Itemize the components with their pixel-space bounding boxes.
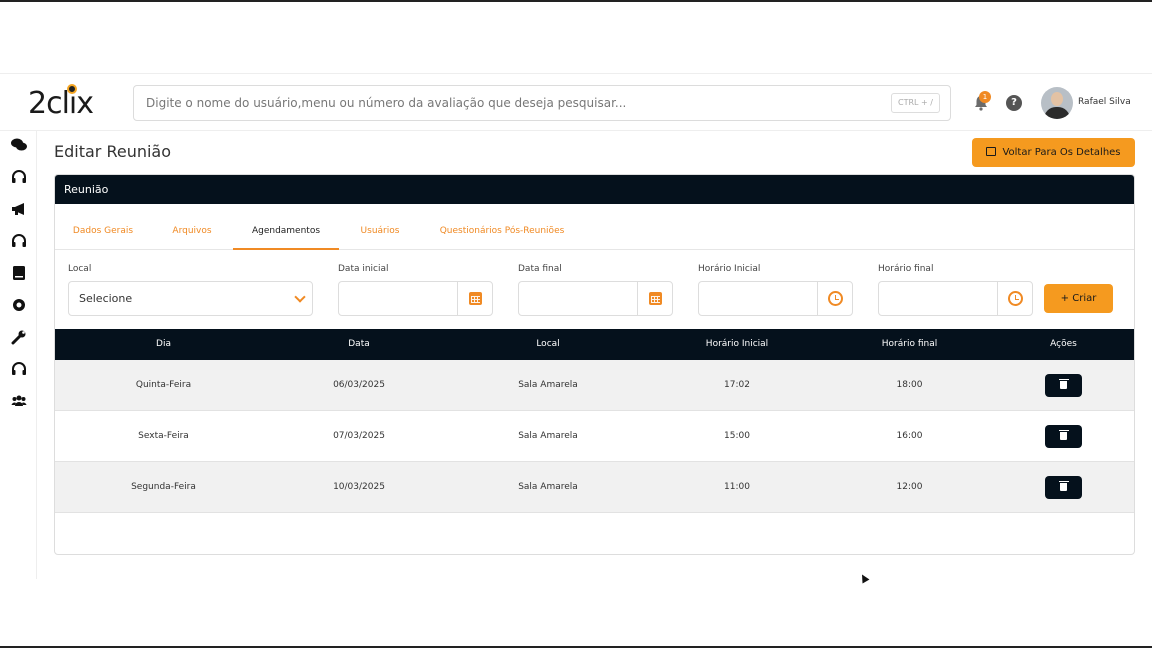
- calendar-icon: [469, 292, 482, 305]
- column-header-local: Local: [536, 339, 560, 349]
- horario-final-input[interactable]: [878, 281, 998, 316]
- horario-inicial-field: [698, 281, 853, 316]
- cell-dia: Sexta-Feira: [138, 431, 189, 441]
- headset-icon[interactable]: [11, 169, 27, 185]
- table-row: Segunda-Feira 10/03/2025 Sala Amarela 11…: [55, 462, 1134, 513]
- data-inicial-input[interactable]: [338, 281, 458, 316]
- back-to-details-label: Voltar Para Os Detalhes: [1002, 147, 1121, 158]
- cell-data: 07/03/2025: [333, 431, 385, 441]
- avatar[interactable]: [1041, 87, 1073, 119]
- column-header-acoes: Ações: [1050, 339, 1077, 349]
- cell-horario-final: 12:00: [896, 482, 923, 492]
- delete-button[interactable]: [1045, 476, 1082, 499]
- horario-inicial-picker[interactable]: [817, 281, 853, 316]
- delete-button[interactable]: [1045, 374, 1082, 397]
- help-icon[interactable]: ?: [1006, 95, 1022, 111]
- megaphone-icon[interactable]: [11, 201, 27, 217]
- tab-dados-gerais[interactable]: Dados Gerais: [72, 226, 134, 236]
- tab-usuarios[interactable]: Usuários: [360, 226, 400, 236]
- column-header-horario-inicial: Horário Inicial: [705, 339, 769, 349]
- frame-bottom-border: [0, 646, 1152, 648]
- logo[interactable]: 2clix: [28, 84, 94, 121]
- cell-horario-inicial: 15:00: [724, 431, 750, 441]
- data-inicial-picker[interactable]: [457, 281, 493, 316]
- cell-local: Sala Amarela: [518, 431, 578, 441]
- data-final-field: [518, 281, 673, 316]
- tab-bar: Dados Gerais Arquivos Agendamentos Usuár…: [55, 215, 1134, 250]
- meeting-card: Reunião Dados Gerais Arquivos Agendament…: [54, 174, 1135, 555]
- avatar-body: [1044, 107, 1070, 119]
- page-title: Editar Reunião: [54, 142, 172, 161]
- column-header-horario-final: Horário final: [881, 339, 938, 349]
- horario-inicial-input[interactable]: [698, 281, 818, 316]
- data-final-input[interactable]: [518, 281, 638, 316]
- cell-horario-inicial: 11:00: [724, 482, 750, 492]
- data-inicial-field: [338, 281, 493, 316]
- trash-icon: [1058, 480, 1069, 491]
- horario-inicial-label: Horário Inicial: [698, 264, 761, 274]
- cell-dia: Segunda-Feira: [131, 482, 196, 492]
- wrench-icon[interactable]: [11, 329, 27, 345]
- mouse-cursor-icon: [858, 572, 870, 584]
- avatar-head: [1051, 92, 1063, 106]
- clock-icon: [828, 291, 843, 306]
- local-select[interactable]: Selecione: [68, 281, 313, 316]
- column-header-dia: Dia: [156, 339, 171, 349]
- horario-final-picker[interactable]: [997, 281, 1033, 316]
- column-header-data: Data: [348, 339, 370, 349]
- search-shortcut-hint: CTRL + /: [891, 93, 940, 113]
- data-final-picker[interactable]: [637, 281, 673, 316]
- table-icon: [986, 147, 997, 156]
- logo-dot-icon: [67, 84, 77, 94]
- notification-badge: 1: [979, 91, 991, 103]
- chevron-down-icon: [294, 291, 306, 303]
- user-name[interactable]: Rafael Silva: [1078, 97, 1131, 107]
- gear-icon[interactable]: [11, 297, 27, 313]
- card-title: Reunião: [55, 175, 1134, 204]
- cell-data: 06/03/2025: [333, 380, 385, 390]
- data-inicial-label: Data inicial: [338, 264, 389, 274]
- search-input[interactable]: [134, 86, 950, 120]
- table-row: Quinta-Feira 06/03/2025 Sala Amarela 17:…: [55, 360, 1134, 411]
- cell-local: Sala Amarela: [518, 380, 578, 390]
- tab-agendamentos[interactable]: Agendamentos: [233, 215, 339, 250]
- chat-icon[interactable]: [11, 137, 27, 153]
- cell-horario-inicial: 17:02: [724, 380, 750, 390]
- calendar-icon: [649, 292, 662, 305]
- horario-final-label: Horário final: [878, 264, 934, 274]
- logo-text: 2clix: [28, 86, 94, 121]
- book-icon[interactable]: [11, 265, 27, 281]
- cell-horario-final: 16:00: [896, 431, 923, 441]
- cell-dia: Quinta-Feira: [135, 380, 192, 390]
- global-search: CTRL + /: [133, 85, 951, 121]
- table-row: Sexta-Feira 07/03/2025 Sala Amarela 15:0…: [55, 411, 1134, 462]
- headset-icon[interactable]: [11, 233, 27, 249]
- plus-icon: +: [1060, 293, 1070, 304]
- create-button-label: Criar: [1072, 293, 1097, 304]
- local-select-value: Selecione: [79, 292, 133, 305]
- back-to-details-button[interactable]: Voltar Para Os Detalhes: [972, 138, 1135, 167]
- tab-questionarios[interactable]: Questionários Pós-Reuniões: [439, 226, 565, 236]
- frame-top-border: [0, 0, 1152, 2]
- users-icon[interactable]: [11, 393, 27, 409]
- local-label: Local: [68, 264, 92, 274]
- table-header: Dia Data Local Horário Inicial Horário f…: [55, 329, 1134, 360]
- top-header: 2clix CTRL + / 1 ? Rafael Silva: [0, 73, 1152, 131]
- create-button[interactable]: + Criar: [1044, 284, 1113, 313]
- delete-button[interactable]: [1045, 425, 1082, 448]
- horario-final-field: [878, 281, 1033, 316]
- cell-horario-final: 18:00: [896, 380, 923, 390]
- data-final-label: Data final: [518, 264, 562, 274]
- trash-icon: [1058, 378, 1069, 389]
- sidebar: [0, 131, 37, 579]
- trash-icon: [1058, 429, 1069, 440]
- clock-icon: [1008, 291, 1023, 306]
- tab-arquivos[interactable]: Arquivos: [172, 226, 212, 236]
- headset-icon[interactable]: [11, 361, 27, 377]
- cell-data: 10/03/2025: [333, 482, 385, 492]
- cell-local: Sala Amarela: [518, 482, 578, 492]
